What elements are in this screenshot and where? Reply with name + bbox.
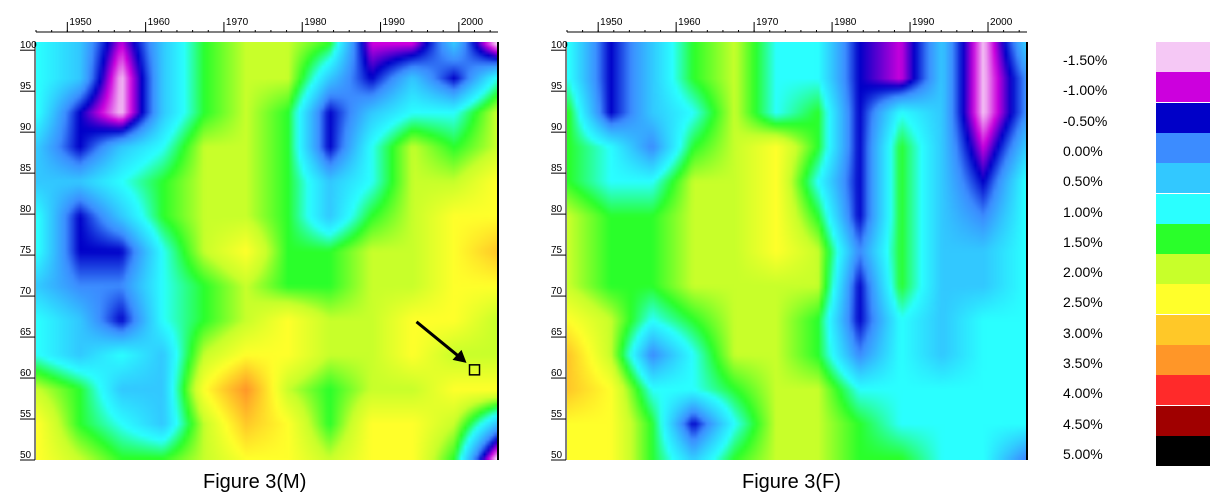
legend-label: -1.00%: [1063, 82, 1108, 99]
y-tick-label-m-65: 65: [20, 327, 32, 338]
legend-label: -0.50%: [1063, 112, 1108, 129]
x-tick-label-m-1990: 1990: [383, 17, 406, 28]
marker-arrowhead: [452, 349, 467, 363]
y-tick-label-m-80: 80: [20, 204, 32, 215]
y-tick-label-f-75: 75: [551, 245, 563, 256]
y-tick-label-f-100: 100: [551, 40, 568, 51]
legend-swatch: [1156, 284, 1210, 315]
legend-swatch: [1156, 102, 1210, 133]
x-tick-label-f-1990: 1990: [912, 17, 935, 28]
y-tick-label-f-55: 55: [551, 409, 563, 420]
y-tick-label-f-65: 65: [551, 327, 563, 338]
y-tick-label-m-55: 55: [20, 409, 32, 420]
x-tick-label-f-1980: 1980: [834, 17, 857, 28]
legend-swatch: [1156, 375, 1210, 406]
caption-f: Figure 3(F): [742, 471, 841, 493]
y-tick-label-f-80: 80: [551, 204, 563, 215]
heatmap-m: 1950 1960 1970 1980 1990 2000 100 95 90 85 80 75 70 6…: [20, 17, 499, 461]
caption-m: Figure 3(M): [203, 471, 307, 493]
legend-swatch: [1156, 163, 1210, 194]
legend-label: 4.50%: [1063, 415, 1103, 432]
legend-label: 0.50%: [1063, 173, 1103, 190]
y-tick-label-f-50: 50: [551, 450, 563, 461]
legend-label: 3.50%: [1063, 355, 1103, 371]
x-tick-label-m-1980: 1980: [304, 17, 327, 28]
legend-label: -1.50%: [1063, 52, 1108, 68]
heatmap-panel-m: 1950 1960 1970 1980 1990 2000 100 95 90 85 80 75 70 6…: [0, 0, 520, 470]
x-tick-label-f-1970: 1970: [756, 17, 779, 28]
marker-box: [468, 364, 481, 376]
x-tick-label-f-1960: 1960: [678, 17, 701, 28]
y-tick-label-f-85: 85: [551, 163, 563, 174]
y-tick-label-m-95: 95: [20, 81, 32, 92]
legend-label: 4.00%: [1063, 385, 1103, 402]
legend-label: 2.00%: [1063, 264, 1103, 281]
legend-label: 3.00%: [1063, 324, 1103, 341]
legend-label: 5.00%: [1063, 445, 1103, 462]
x-tick-label-m-2000: 2000: [461, 17, 484, 28]
heatmap-surface-f: [567, 42, 1027, 460]
heatmap-panel-f: 1950 1960 1970 1980 1990 2000 100 95 90 85 80 75 70 6…: [551, 17, 1028, 461]
legend-swatch: [1156, 345, 1210, 375]
y-tick-label-m-50: 50: [20, 450, 32, 461]
legend-label: 1.50%: [1063, 233, 1103, 250]
legend-swatch: [1156, 132, 1210, 163]
legend-swatch: [1156, 193, 1210, 224]
x-tick-label-f-1950: 1950: [600, 17, 623, 28]
legend-swatch: [1156, 405, 1210, 436]
x-tick-label-m-1970: 1970: [226, 17, 249, 28]
legend-swatch: [1156, 314, 1210, 345]
y-tick-label-m-75: 75: [20, 245, 32, 256]
legend-label: 1.00%: [1063, 203, 1103, 220]
legend-swatch: [1156, 223, 1210, 254]
legend-swatch: [1156, 254, 1210, 285]
legend-label: 0.00%: [1063, 142, 1103, 159]
x-tick-label-m-1950: 1950: [69, 17, 92, 28]
y-tick-label-m-70: 70: [20, 286, 32, 297]
legend-swatch: [1156, 42, 1210, 72]
legend-swatch: [1156, 72, 1210, 103]
y-tick-label-f-90: 90: [551, 122, 563, 133]
x-tick-label-f-2000: 2000: [990, 17, 1013, 28]
legend-swatch: [1156, 435, 1210, 466]
y-tick-label-m-90: 90: [20, 122, 32, 133]
marker-arrow: [415, 320, 462, 360]
heatmap-surface-m: [36, 42, 498, 460]
y-tick-label-m-100: 100: [20, 40, 37, 51]
y-tick-label-m-85: 85: [20, 163, 32, 174]
legend-label: 2.50%: [1063, 294, 1103, 311]
y-tick-label-f-95: 95: [551, 81, 563, 92]
y-tick-label-f-70: 70: [551, 286, 563, 297]
y-tick-label-f-60: 60: [551, 368, 563, 379]
y-tick-label-m-60: 60: [20, 368, 32, 379]
heatmap-f: 1950 1960 1970 1980 1990 2000 100 95 90 85 80 75 70 6…: [551, 17, 1028, 461]
x-tick-label-m-1960: 1960: [148, 17, 171, 28]
